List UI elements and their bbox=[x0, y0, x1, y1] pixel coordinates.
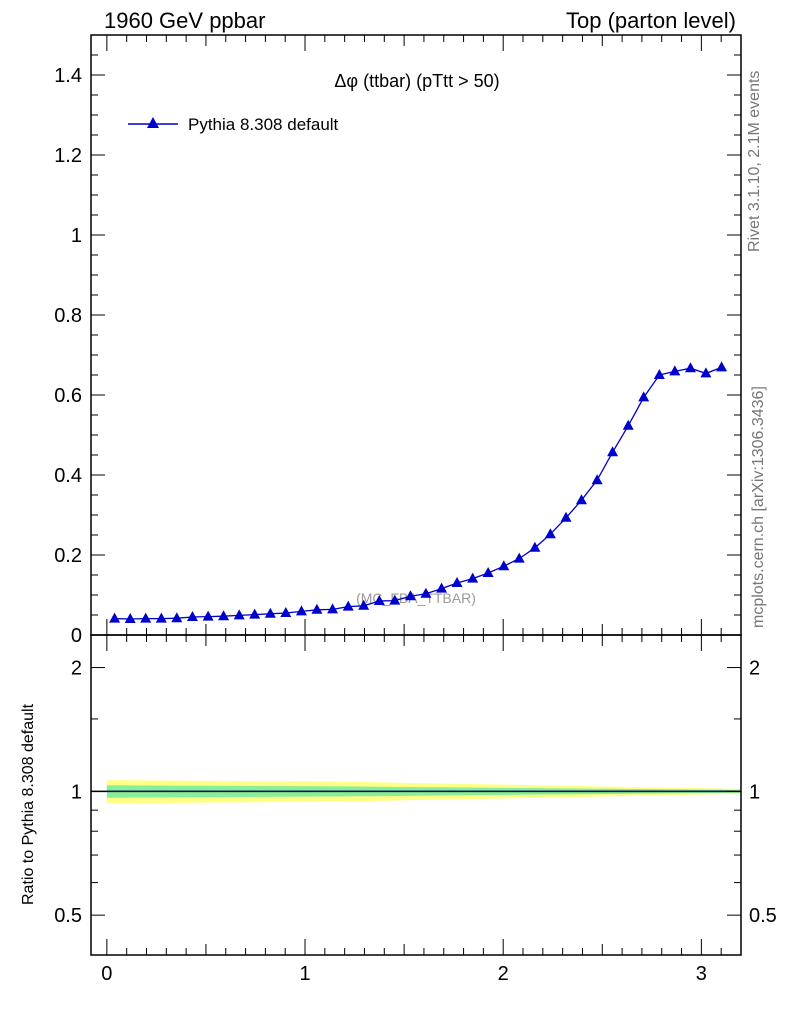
data-point bbox=[560, 511, 572, 522]
ratio-y-tick-label: 1 bbox=[71, 781, 82, 803]
data-point bbox=[249, 608, 261, 619]
data-point bbox=[280, 607, 292, 617]
main-y-tick-label: 0.6 bbox=[54, 385, 82, 407]
ratio-y-tick-label-right: 0.5 bbox=[749, 905, 777, 927]
data-point bbox=[140, 612, 152, 623]
legend-marker bbox=[147, 117, 159, 128]
data-point bbox=[607, 446, 619, 457]
data-point bbox=[109, 612, 121, 623]
data-point bbox=[389, 594, 401, 605]
ratio-y-tick-label-right: 2 bbox=[749, 658, 760, 680]
main-y-tick-label: 1.2 bbox=[54, 145, 82, 167]
data-point bbox=[669, 365, 681, 376]
legend-label: Pythia 8.308 default bbox=[188, 115, 339, 134]
data-point bbox=[373, 595, 385, 605]
data-point bbox=[264, 607, 276, 618]
data-point bbox=[638, 391, 650, 402]
data-point bbox=[124, 613, 136, 623]
data-point bbox=[218, 610, 230, 621]
data-point bbox=[684, 362, 696, 373]
data-point bbox=[404, 590, 416, 601]
data-point bbox=[467, 572, 479, 583]
data-point bbox=[233, 609, 245, 620]
data-point bbox=[700, 367, 712, 378]
watermark: (MC_FBA_TTBAR) bbox=[356, 590, 476, 606]
data-point bbox=[155, 612, 167, 623]
x-tick-label: 2 bbox=[498, 963, 509, 985]
data-point bbox=[575, 494, 587, 505]
chart-title: Δφ (ttbar) (pTtt > 50) bbox=[334, 71, 499, 91]
main-y-tick-label: 1 bbox=[71, 225, 82, 247]
data-point bbox=[295, 605, 307, 616]
data-point bbox=[653, 369, 665, 379]
data-point bbox=[716, 361, 728, 372]
data-point bbox=[591, 474, 603, 485]
data-point bbox=[358, 599, 370, 610]
header-left: 1960 GeV ppbar bbox=[104, 8, 266, 33]
data-point bbox=[436, 582, 448, 593]
ratio-frame bbox=[90, 634, 742, 956]
data-point bbox=[202, 610, 214, 621]
data-point bbox=[186, 611, 198, 621]
data-point bbox=[622, 419, 634, 430]
x-tick-label: 3 bbox=[696, 963, 707, 985]
data-point bbox=[513, 552, 525, 563]
main-y-tick-label: 0.8 bbox=[54, 305, 82, 327]
data-point bbox=[498, 560, 510, 571]
data-point bbox=[529, 541, 541, 552]
data-point bbox=[311, 603, 323, 614]
series-line bbox=[114, 366, 722, 620]
data-point bbox=[327, 603, 339, 614]
x-tick-label: 0 bbox=[101, 963, 112, 985]
legend: Pythia 8.308 default bbox=[128, 115, 339, 134]
data-point bbox=[171, 612, 183, 623]
main-y-tick-label: 0.2 bbox=[54, 545, 82, 567]
ratio-y-tick-label: 0.5 bbox=[54, 905, 82, 927]
data-point bbox=[482, 567, 494, 577]
data-point bbox=[342, 600, 354, 611]
ratio-y-tick-label: 2 bbox=[71, 658, 82, 680]
ratio-y-tick-label-right: 1 bbox=[749, 781, 760, 803]
main-y-tick-label: 0.4 bbox=[54, 465, 82, 487]
x-tick-label: 1 bbox=[299, 963, 310, 985]
main-y-tick-label: 0 bbox=[71, 625, 82, 647]
main-y-tick-label: 1.4 bbox=[54, 65, 82, 87]
data-point bbox=[544, 528, 556, 539]
data-point bbox=[451, 577, 463, 587]
data-point bbox=[420, 587, 432, 598]
header-right: Top (parton level) bbox=[566, 8, 736, 33]
